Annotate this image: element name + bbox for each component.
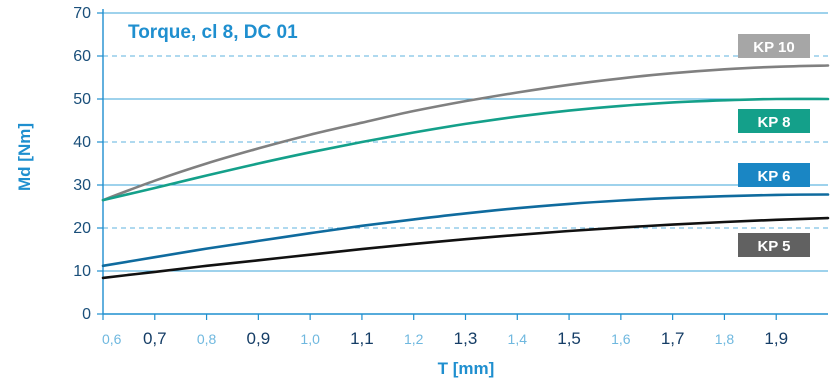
x-tick-labels: 0,6 0,7 0,8 0,9 1,0 1,1 1,2 1,3 1,4 1,5 1,6 1,7 1,8 1… <box>102 329 788 348</box>
x-tick-label: 1,5 <box>557 329 581 348</box>
x-tick-label: 1,2 <box>404 331 424 347</box>
y-tick-label: 0 <box>82 306 91 323</box>
x-tick-label: 1,7 <box>661 329 685 348</box>
legend-badge-kp-10: KP 10 <box>738 34 810 58</box>
series-lines <box>101 64 830 280</box>
y-tick-labels: 0 10 20 30 40 50 60 70 <box>73 5 91 323</box>
grid-lines <box>103 12 828 272</box>
legend: KP 10 KP 8 KP 6 KP 5 <box>738 34 810 257</box>
x-axis-title: T [mm] <box>438 359 495 378</box>
legend-badge-kp-8: KP 8 <box>738 109 810 133</box>
x-tick-label: 1,3 <box>454 329 478 348</box>
x-tick-label: 0,7 <box>143 329 167 348</box>
legend-label: KP 5 <box>757 238 790 255</box>
legend-badge-kp-5: KP 5 <box>738 233 810 257</box>
y-tick-label: 10 <box>73 263 91 280</box>
y-tick-label: 60 <box>73 48 91 65</box>
y-axis-title: Md [Nm] <box>15 123 34 191</box>
axes <box>97 9 828 320</box>
x-tick-label: 1,9 <box>764 329 788 348</box>
y-tick-label: 40 <box>73 134 91 151</box>
x-tick-label: 0,6 <box>102 331 122 347</box>
legend-badge-kp-6: KP 6 <box>738 163 810 187</box>
x-tick-label: 1,8 <box>715 331 735 347</box>
x-tick-label: 1,0 <box>300 331 320 347</box>
series-line-kp-10 <box>101 64 830 202</box>
x-tick-label: 1,4 <box>508 331 528 347</box>
x-tick-label: 0,9 <box>247 329 271 348</box>
legend-label: KP 10 <box>753 39 794 56</box>
chart-title: Torque, cl 8, DC 01 <box>128 22 298 43</box>
legend-swatch <box>738 34 810 58</box>
y-tick-label: 20 <box>73 220 91 237</box>
series-line-kp-8 <box>101 97 830 202</box>
series-line-kp-6 <box>101 193 830 268</box>
legend-label: KP 8 <box>757 114 790 131</box>
legend-swatch <box>738 163 810 187</box>
legend-swatch <box>738 109 810 133</box>
y-tick-label: 70 <box>73 5 91 22</box>
x-tick-label: 1,6 <box>611 331 631 347</box>
y-tick-label: 30 <box>73 177 91 194</box>
x-tick-label: 1,1 <box>350 329 374 348</box>
y-tick-label: 50 <box>73 91 91 108</box>
series-line-kp-5 <box>101 216 830 280</box>
x-tick-label: 0,8 <box>197 331 217 347</box>
legend-swatch <box>738 233 810 257</box>
legend-label: KP 6 <box>757 168 790 185</box>
